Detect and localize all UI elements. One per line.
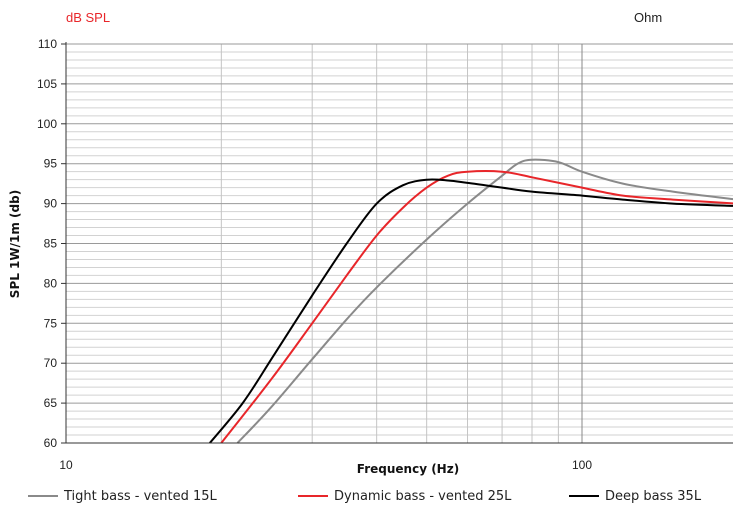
y-tick-label: 85 xyxy=(44,237,58,251)
axis-layer xyxy=(61,42,733,444)
left-unit-label: dB SPL xyxy=(66,10,110,25)
y-axis-title: SPL 1W/1m (db) xyxy=(8,190,22,298)
series-line-deep-bass xyxy=(209,178,733,444)
y-tick-label: 80 xyxy=(44,276,58,290)
x-tick-label: 100 xyxy=(572,458,592,472)
y-tick-label: 105 xyxy=(37,77,57,91)
y-tick-label: 110 xyxy=(38,37,57,51)
series-line-dynamic-bass xyxy=(220,170,733,444)
legend-label-deep-bass: Deep bass 35L xyxy=(605,489,702,504)
y-tick-label: 70 xyxy=(44,356,58,370)
major-grid xyxy=(66,43,733,443)
legend-label-tight-bass: Tight bass - vented 15L xyxy=(63,489,218,504)
y-tick-label: 100 xyxy=(37,117,57,131)
minor-grid xyxy=(66,44,733,443)
series-layer xyxy=(209,158,733,444)
x-axis-title: Frequency (Hz) xyxy=(357,462,459,476)
y-tick-label: 95 xyxy=(44,157,58,171)
legend-label-dynamic-bass: Dynamic bass - vented 25L xyxy=(334,489,512,504)
x-tick-label: 10 xyxy=(59,458,73,472)
y-tick-label: 65 xyxy=(44,396,58,410)
y-tick-label: 75 xyxy=(44,316,58,330)
y-tick-label: 90 xyxy=(44,197,58,211)
legend: Tight bass - vented 15L Dynamic bass - ve… xyxy=(28,489,702,504)
tick-labels: 60 65 70 75 80 85 90 95 100 105 110 10 100 xyxy=(37,37,592,472)
series-line-tight-bass xyxy=(236,158,733,444)
right-unit-label: Ohm xyxy=(634,10,662,25)
y-tick-label: 60 xyxy=(44,436,58,450)
